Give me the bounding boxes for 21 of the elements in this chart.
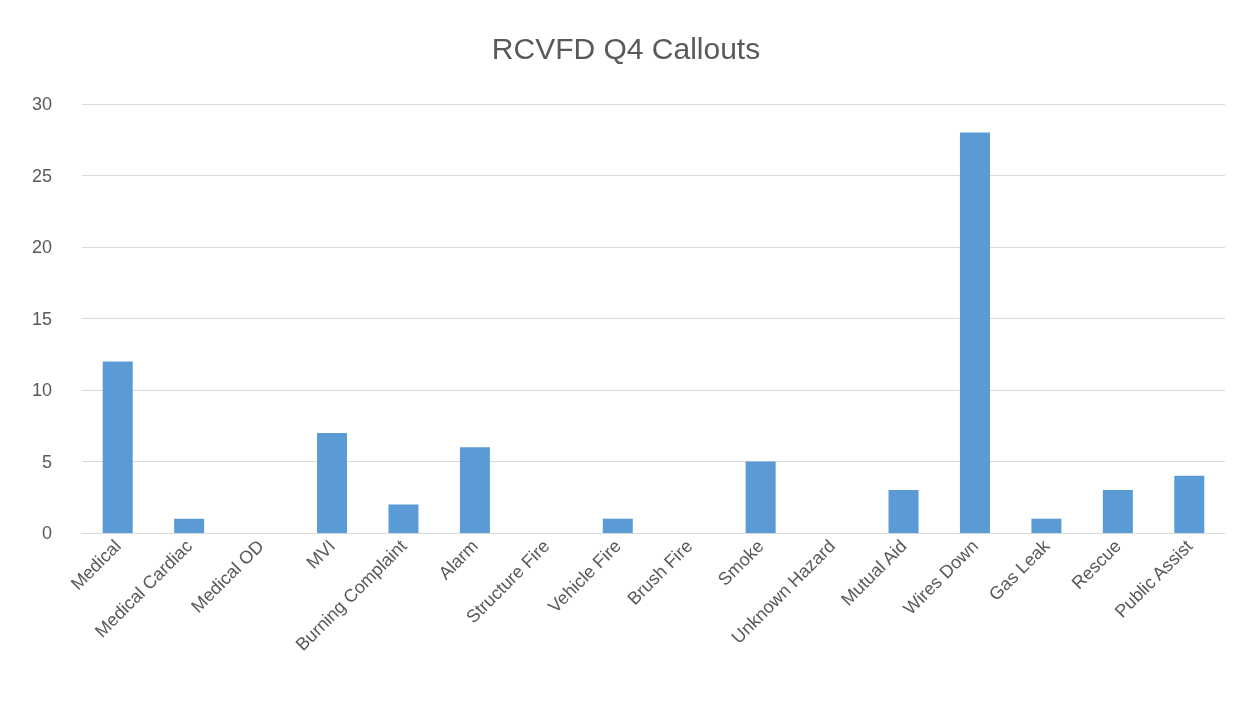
bar	[602, 518, 633, 533]
bar	[745, 461, 776, 533]
bar	[388, 504, 419, 533]
x-tick-label: MVI	[302, 535, 340, 573]
chart-title: RCVFD Q4 Callouts	[491, 31, 761, 65]
bar	[459, 447, 490, 533]
bar	[1174, 475, 1205, 533]
bar	[1031, 518, 1062, 533]
y-tick-label: 20	[31, 237, 52, 257]
bar	[888, 490, 919, 533]
y-tick-label: 10	[31, 380, 52, 400]
bar	[174, 518, 205, 533]
bar	[959, 132, 990, 533]
y-tick-label: 25	[31, 165, 52, 186]
y-tick-label: 15	[31, 308, 52, 329]
y-tick-label: 0	[41, 523, 52, 543]
bar	[102, 361, 133, 533]
bar	[1102, 490, 1133, 533]
y-tick-label: 5	[41, 451, 52, 472]
y-tick-label: 30	[31, 94, 52, 114]
bar	[317, 432, 348, 533]
